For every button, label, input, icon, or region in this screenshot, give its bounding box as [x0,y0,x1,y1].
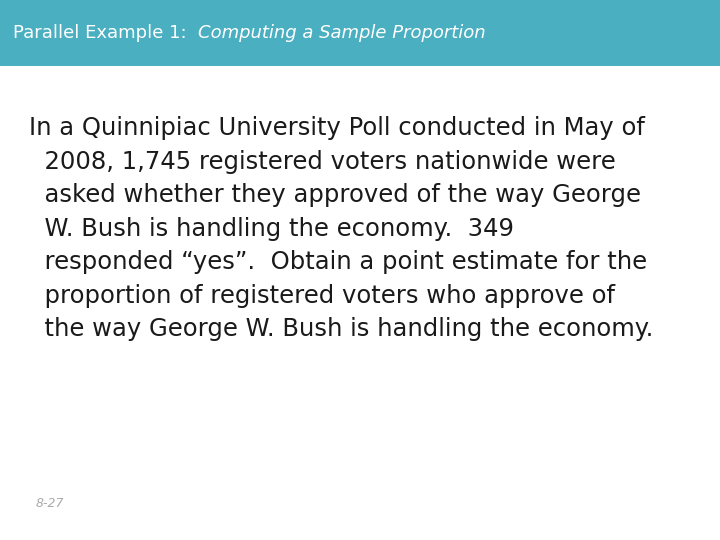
Text: Computing a Sample Proportion: Computing a Sample Proportion [198,24,486,42]
Text: Parallel Example 1:: Parallel Example 1: [13,24,198,42]
Text: In a Quinnipiac University Poll conducted in May of
  2008, 1,745 registered vot: In a Quinnipiac University Poll conducte… [29,116,653,341]
Text: 8-27: 8-27 [36,497,65,510]
Bar [0,0,720,66]
